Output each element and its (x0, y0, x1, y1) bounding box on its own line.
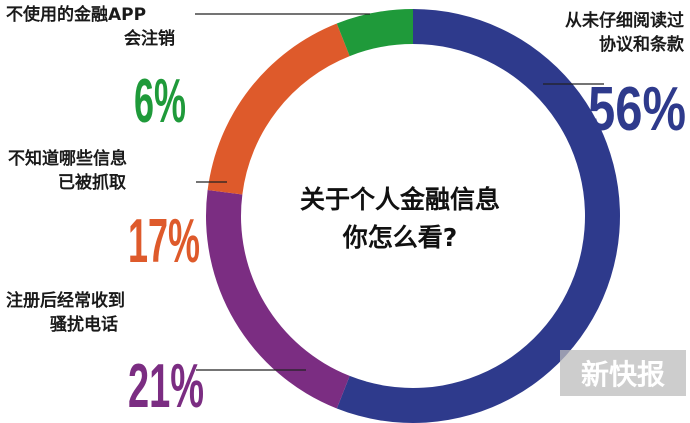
watermark-logo: 新快报 (560, 350, 686, 396)
donut-slice-never-read (336, 9, 620, 423)
slice-label-never-read-line-2: 协议和条款 (599, 34, 685, 55)
donut-ring (206, 9, 620, 423)
watermark-text: 新快报 (581, 358, 665, 391)
leader-lines (195, 13, 604, 371)
slice-value-uninstall-app: 6% (134, 67, 186, 136)
donut-slice-uninstall-app (336, 9, 413, 57)
slice-value-data-scraped: 17% (128, 207, 200, 276)
chart-title-line-1: 关于个人金融信息 (300, 185, 500, 214)
slice-value-harassing-calls: 21% (128, 352, 204, 421)
slice-label-uninstall-app-line-1: 不使用的金融APP (6, 4, 146, 25)
slice-label-data-scraped-line-2: 已被抓取 (58, 172, 126, 193)
slice-label-harassing-calls-line-2: 骚扰电话 (50, 314, 118, 335)
slice-label-never-read-line-1: 从未仔细阅读过 (565, 10, 684, 31)
slice-label-harassing-calls-line-1: 注册后经常收到 (6, 290, 125, 311)
slice-label-uninstall-app-line-2: 会注销 (124, 28, 175, 49)
chart-title-line-2: 你怎么看? (342, 223, 458, 252)
slice-value-never-read: 56% (588, 75, 686, 144)
donut-slice-harassing-calls (206, 190, 350, 409)
donut-slice-data-scraped (207, 23, 350, 195)
slice-label-data-scraped-line-1: 不知道哪些信息 (8, 148, 127, 169)
